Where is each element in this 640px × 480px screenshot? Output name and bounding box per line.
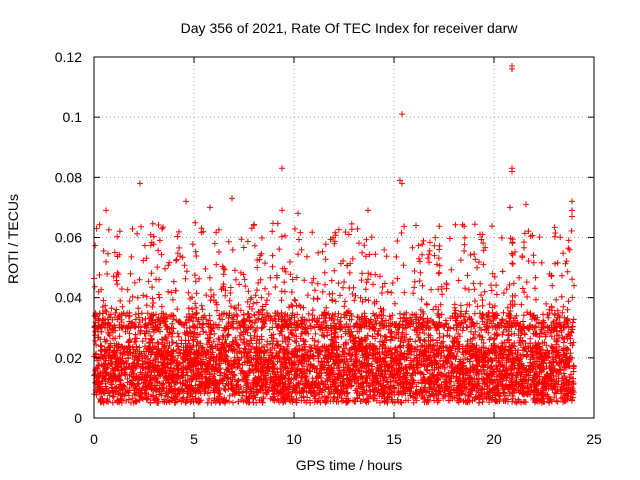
scatter-point-outlier	[365, 207, 371, 214]
x-tick-label: 25	[586, 431, 602, 447]
scatter-point-outlier	[137, 180, 143, 187]
scatter-point-outlier	[207, 204, 213, 211]
scatter-point-outlier	[523, 201, 529, 208]
scatter-point-outlier	[183, 198, 189, 205]
x-axis-label: GPS time / hours	[296, 457, 403, 473]
y-tick-label: 0.08	[55, 169, 82, 185]
scatter-point-outlier	[399, 180, 405, 187]
scatter-point-outlier	[279, 165, 285, 172]
scatter-point-outlier	[229, 195, 235, 202]
scatter-point-outlier	[399, 111, 405, 118]
scatter-point-outlier	[507, 204, 513, 211]
scatter-point-outlier	[413, 222, 419, 229]
scatter-point-outlier	[295, 210, 301, 217]
scatter-point-outlier	[509, 168, 515, 175]
y-tick-label: 0.04	[55, 290, 82, 306]
scatter-point-outlier	[397, 177, 403, 184]
scatter-point-outlier	[103, 207, 109, 214]
y-tick-label: 0.02	[55, 350, 82, 366]
y-tick-label: 0.06	[55, 230, 82, 246]
scatter-point-outlier	[279, 207, 285, 214]
x-tick-label: 5	[190, 431, 198, 447]
scatter-point-outlier	[569, 198, 575, 205]
scatter-point-outlier	[569, 213, 575, 220]
y-tick-label: 0	[74, 410, 82, 426]
x-tick-label: 0	[90, 431, 98, 447]
axis-ticks: 0 5 10 15 20 25 0 0.02 0.04 0.06 0.08 0.1 0.12	[55, 49, 602, 447]
scatter-point-outlier	[571, 282, 577, 289]
scatter-point-outlier	[477, 231, 483, 238]
y-tick-label: 0.1	[63, 109, 83, 125]
x-tick-label: 10	[286, 431, 302, 447]
x-tick-label: 15	[386, 431, 402, 447]
data-points	[91, 63, 577, 406]
x-tick-label: 20	[486, 431, 502, 447]
y-axis-label: ROTI / TECUs	[5, 194, 21, 284]
y-tick-label: 0.12	[55, 49, 82, 65]
scatter-point-outlier	[569, 207, 575, 214]
scatter-point-cloud	[91, 219, 577, 406]
scatter-point-outlier	[509, 66, 515, 73]
chart-title: Day 356 of 2021, Rate Of TEC Index for r…	[181, 20, 519, 36]
